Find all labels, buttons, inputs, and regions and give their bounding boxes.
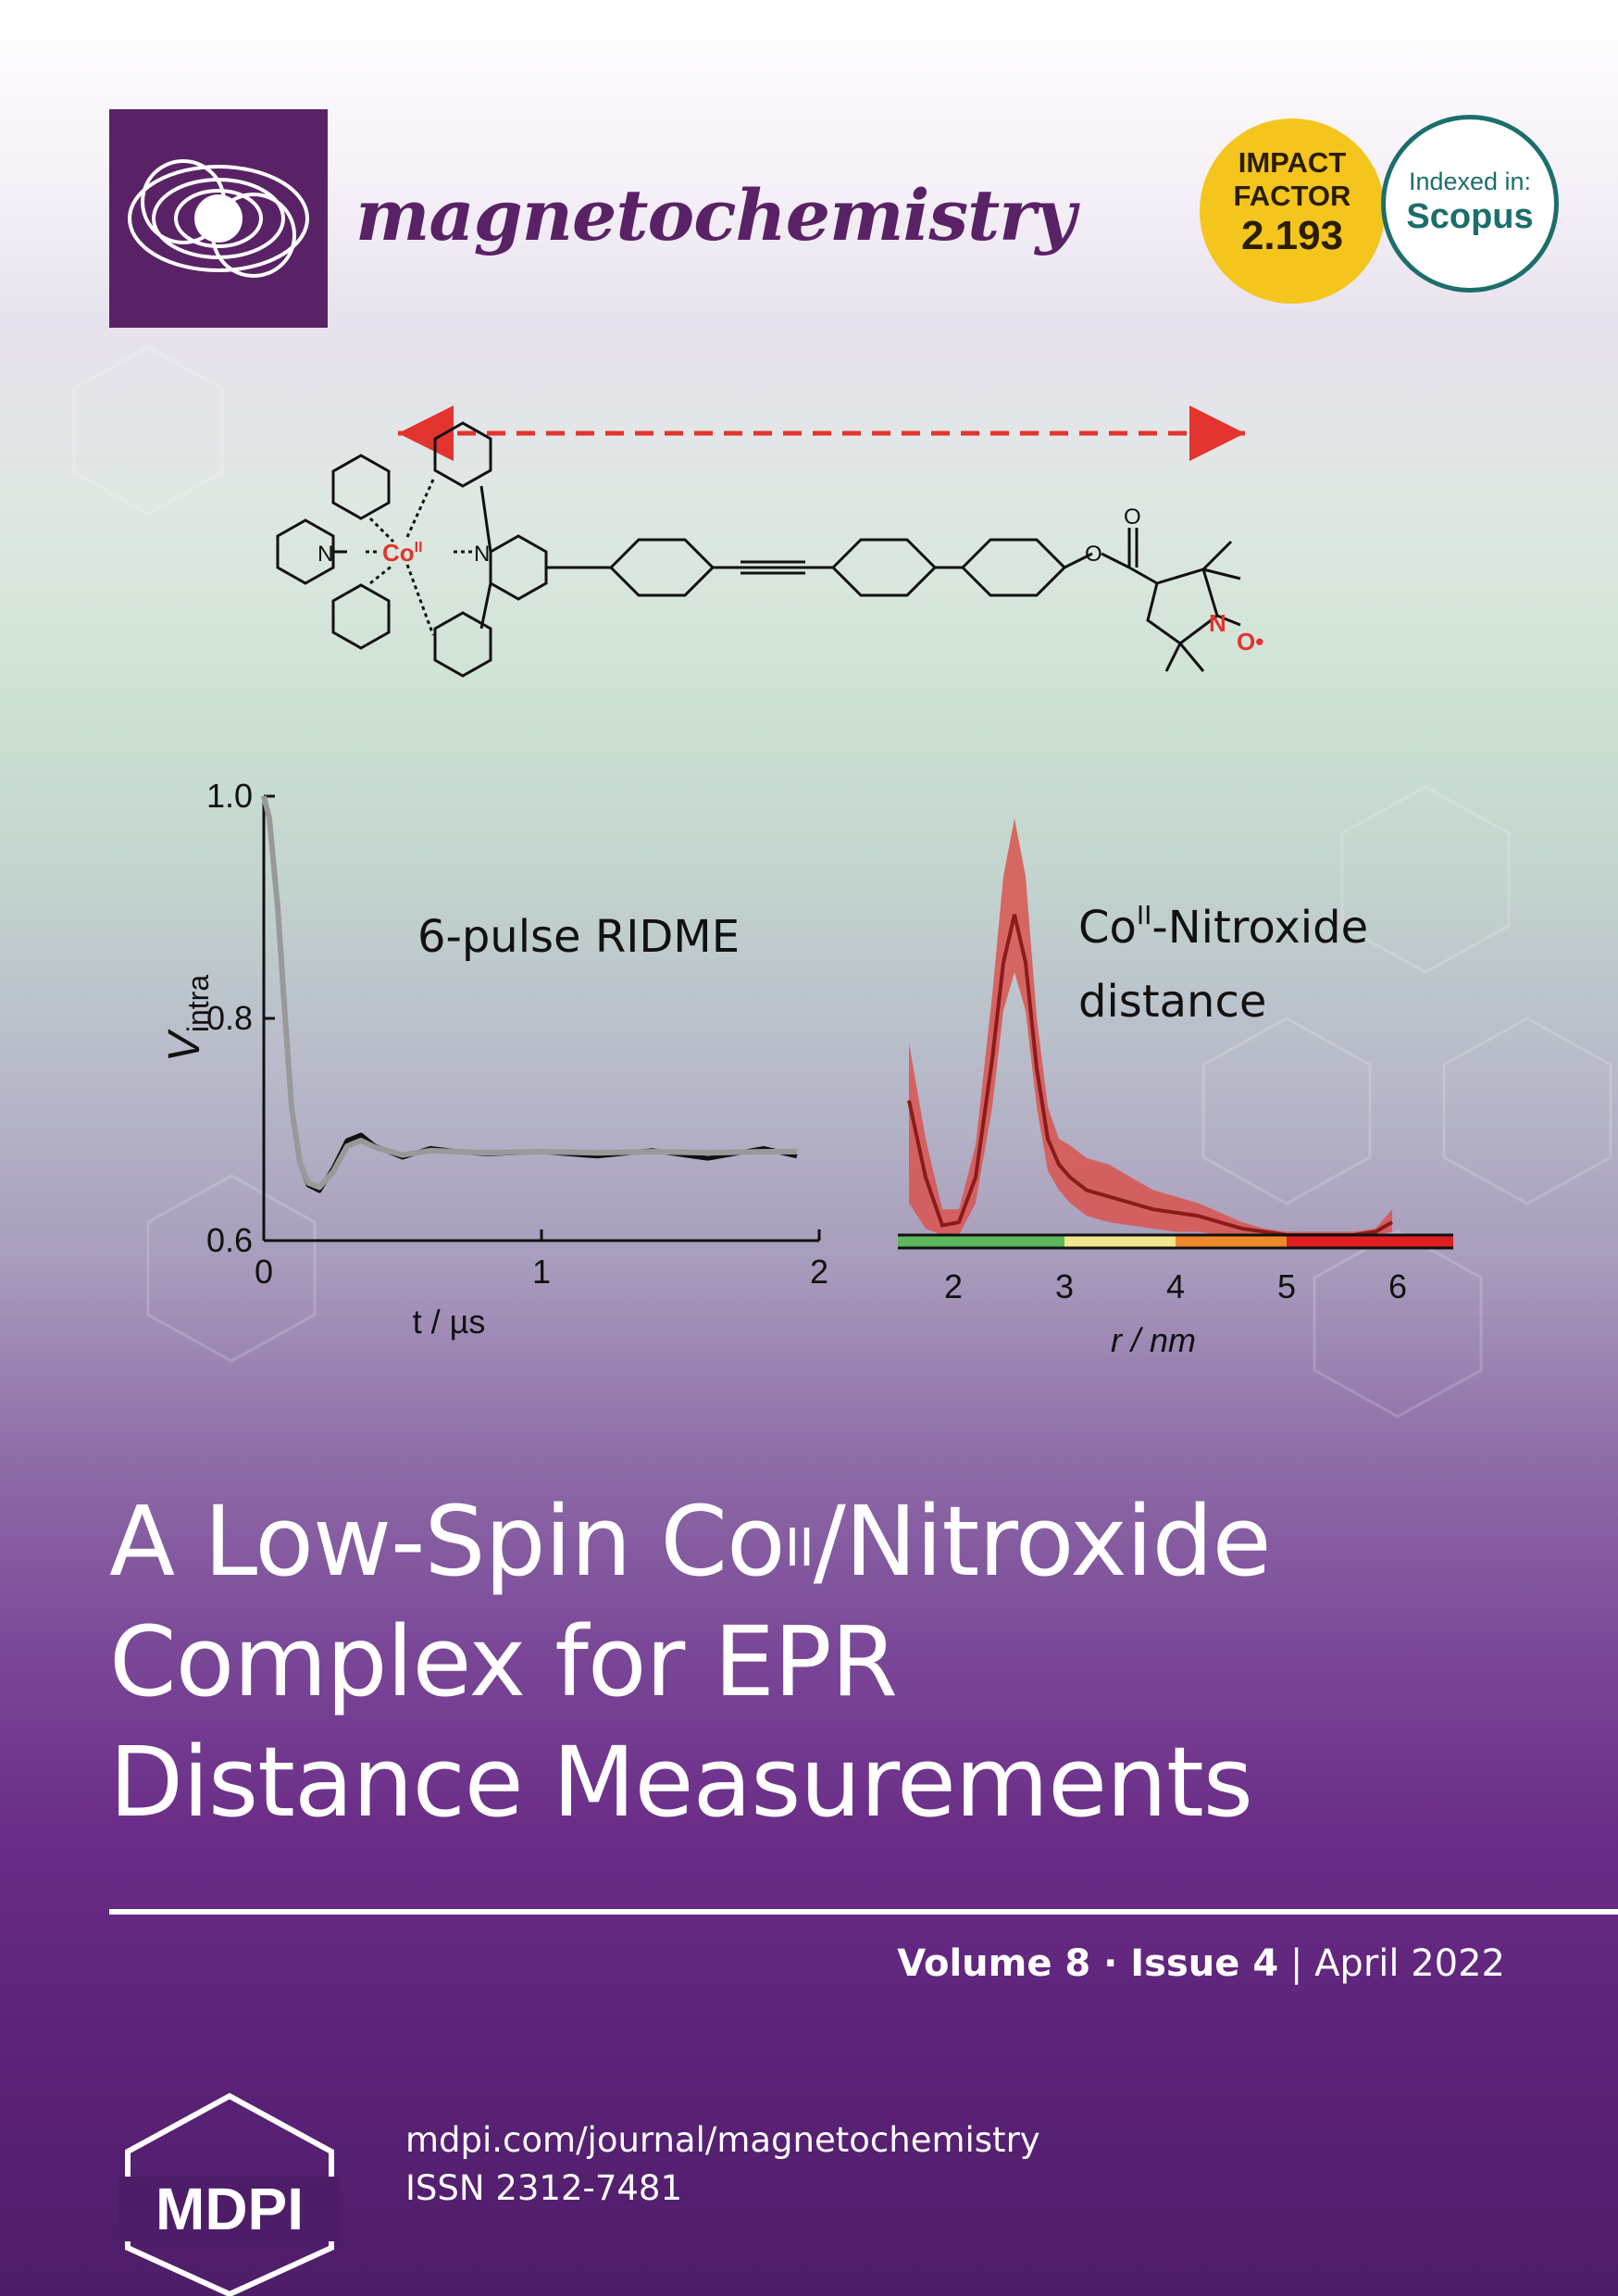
distance-color-segment: [1287, 1235, 1453, 1248]
distance-color-segment: [898, 1235, 1064, 1248]
impact-factor-value: 2.193: [1240, 213, 1344, 258]
title-line-3: Distance Measurements: [109, 1726, 1253, 1839]
x-tick-label: 3: [1055, 1267, 1074, 1305]
x-tick-label: 2: [810, 1253, 828, 1291]
y-tick-label: 0.8: [206, 999, 253, 1037]
scopus-label: Scopus: [1406, 197, 1534, 236]
mdpi-logo: MDPI: [118, 2092, 341, 2296]
y-axis-label: Vintra: [160, 975, 215, 1062]
mdpi-wordmark: MDPI: [156, 2176, 304, 2242]
nitrogen-label-left: N: [317, 542, 333, 567]
fit-trace: [261, 795, 797, 1191]
distance-color-segment: [1064, 1235, 1176, 1248]
x-tick-label: 1: [532, 1253, 551, 1291]
chart-title: CoII-Nitroxide: [1078, 900, 1368, 954]
article-title: A Low-Spin CoII/Nitroxide Complex for EP…: [109, 1481, 1553, 1842]
y-tick-label: 0.6: [206, 1221, 253, 1259]
volume-label: Volume 8: [897, 1942, 1091, 1985]
ridme-trace-chart: 0.6 0.8 1.0 0 1 2 6-pulse RIDME t / µs Vintra: [160, 777, 828, 1341]
carbonyl-oxygen-label: O: [1124, 505, 1141, 530]
ester-oxygen-label: O: [1085, 542, 1102, 567]
impact-factor-line1: IMPACT: [1238, 146, 1347, 179]
experimental-trace: [261, 795, 798, 1193]
chart-title-line2: distance: [1078, 976, 1266, 1028]
journal-logo: [109, 109, 328, 328]
impact-factor-badge: IMPACT FACTOR 2.193: [1200, 119, 1385, 304]
title-line-1: A Low-Spin CoII/Nitroxide: [109, 1485, 1272, 1598]
x-tick-label: 2: [944, 1267, 963, 1305]
magnet-field-icon: [128, 159, 309, 278]
mean-distribution: [907, 914, 1393, 1237]
nitrogen-label-right: N: [474, 542, 490, 567]
cobalt-label: CoII: [382, 539, 423, 567]
y-tick-label: 1.0: [206, 777, 253, 815]
x-tick-label: 6: [1388, 1267, 1407, 1305]
journal-website[interactable]: mdpi.com/journal/magnetochemistry: [405, 2120, 1040, 2160]
x-axis-label: t / µs: [413, 1303, 486, 1341]
nitroxide-o-label: O•: [1237, 628, 1263, 655]
nitroxide-n-label: N: [1209, 609, 1226, 637]
scopus-badge: Indexed in: Scopus: [1381, 115, 1559, 293]
issue-info: Volume 8 · Issue 4 | April 2022: [897, 1942, 1505, 1985]
indexed-in-label: Indexed in:: [1408, 168, 1532, 195]
x-tick-label: 4: [1166, 1267, 1185, 1305]
issue-date: April 2022: [1314, 1942, 1505, 1985]
issue-label: Issue 4: [1130, 1942, 1279, 1985]
title-line-2: Complex for EPR: [109, 1605, 898, 1718]
issn: ISSN 2312-7481: [405, 2168, 682, 2208]
distance-color-segment: [1176, 1235, 1287, 1248]
journal-name: magnetochemistry: [355, 174, 1076, 256]
distance-distribution-chart: 2 3 4 5 6 r / nm CoII-Nitroxide distance: [898, 818, 1453, 1352]
x-axis-label: r / nm: [1111, 1321, 1196, 1352]
molecular-structure: N CoII N O O N O•: [276, 406, 1263, 678]
x-tick-label: 0: [255, 1253, 273, 1291]
issue-separator: ·: [1090, 1942, 1131, 1985]
pipe-separator: |: [1278, 1942, 1315, 1985]
chart-title: 6-pulse RIDME: [417, 911, 740, 963]
divider: [109, 1909, 1618, 1915]
x-tick-label: 5: [1277, 1267, 1296, 1305]
impact-factor-line2: FACTOR: [1233, 180, 1351, 212]
